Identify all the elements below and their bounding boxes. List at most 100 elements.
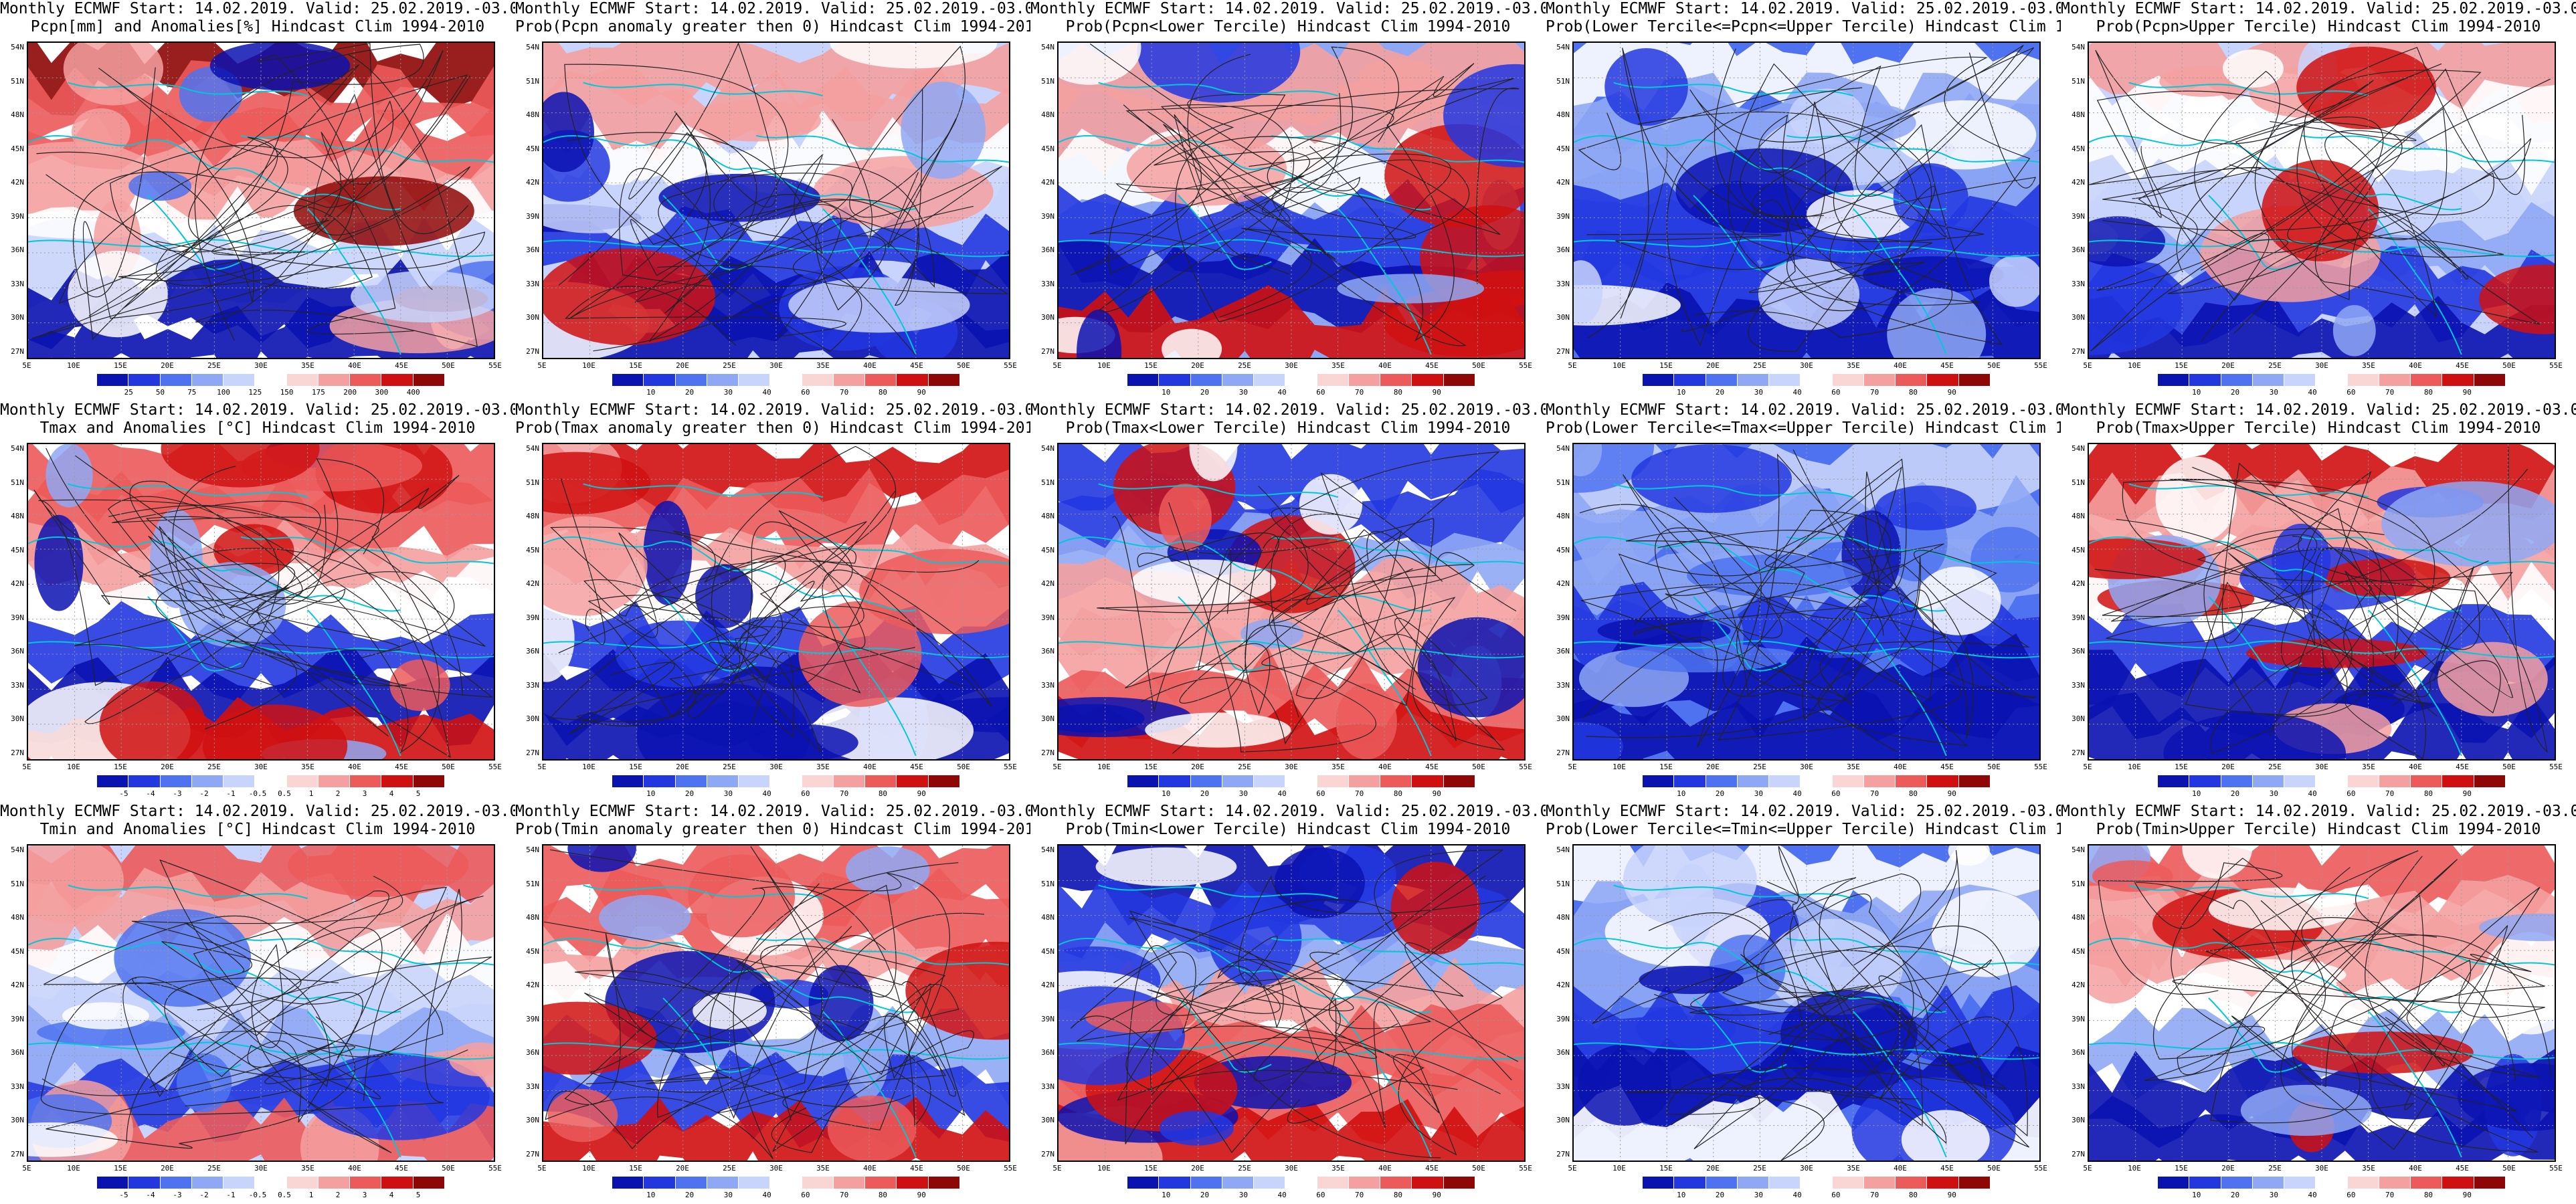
coastline	[1059, 938, 1432, 1013]
coastline	[583, 82, 823, 97]
colorbar-tick-label: 1	[308, 789, 314, 798]
colorbar-tick-label: -3	[173, 1191, 182, 1199]
colorbar-tick-label: 0.5	[278, 1191, 291, 1199]
colorbar-swatch	[1737, 374, 1770, 386]
forecast-panel: Monthly ECMWF Start: 14.02.2019. Valid: …	[2061, 803, 2576, 1204]
panel-title: Monthly ECMWF Start: 14.02.2019. Valid: …	[1546, 0, 2061, 36]
longitude-label: 40E	[1894, 763, 1907, 771]
colorbar-swatch	[707, 1177, 739, 1189]
longitude-label: 20E	[1191, 763, 1204, 771]
colorbar-swatch	[2252, 775, 2285, 787]
latitude-label: 27N	[2072, 1150, 2085, 1159]
colorbar-swatch	[1254, 775, 1286, 787]
panel-title: Monthly ECMWF Start: 14.02.2019. Valid: …	[0, 803, 515, 839]
colorbar-swatch	[1643, 775, 1675, 787]
latitude-label: 33N	[11, 1082, 24, 1091]
contour-line	[2094, 470, 2433, 759]
longitude-label: 40E	[863, 361, 877, 370]
colorbar-swatch	[1412, 374, 1444, 386]
panel-title-line1: Monthly ECMWF Start: 14.02.2019. Valid: …	[1030, 0, 1546, 17]
map-frame	[1057, 41, 1526, 359]
colorbar-tick-label: 80	[878, 789, 888, 798]
panel-title-line1: Monthly ECMWF Start: 14.02.2019. Valid: …	[515, 0, 1030, 17]
field-blob	[1574, 722, 1623, 759]
latitude-label: 39N	[11, 1014, 24, 1023]
colorbar-tick-label: 20	[2230, 789, 2240, 798]
coastline	[1059, 135, 1432, 211]
field-blob	[34, 514, 84, 611]
field-blob	[1893, 100, 2037, 170]
colorbar: 10 20 30 40 60 70 80 90	[1643, 374, 1991, 398]
coastline	[543, 536, 917, 612]
colorbar-swatch	[1737, 775, 1770, 787]
field-blob	[690, 100, 822, 142]
longitude-label: 40E	[348, 1164, 361, 1173]
longitude-label: 30E	[1800, 763, 1813, 771]
field-blob	[1574, 260, 1603, 324]
latitude-label: 45N	[1041, 545, 1054, 555]
longitude-label: 5E	[1568, 361, 1577, 370]
field-blob	[688, 854, 796, 938]
longitude-label: 25E	[2268, 763, 2282, 771]
longitude-label: 55E	[2549, 763, 2563, 771]
longitude-label: 5E	[1052, 763, 1062, 771]
colorbar-tick-label: 90	[1947, 388, 1956, 397]
longitude-label: 5E	[1052, 1164, 1062, 1173]
forecast-panel: Monthly ECMWF Start: 14.02.2019. Valid: …	[1030, 401, 1546, 803]
contour-line	[1141, 507, 1488, 745]
latitude-label: 39N	[1041, 613, 1054, 622]
longitude-label: 15E	[1659, 1164, 1673, 1173]
colorbar-swatch	[644, 775, 676, 787]
colorbar-swatch	[1159, 374, 1191, 386]
colorbar-tick-label: 150	[280, 388, 294, 397]
colorbar-tick-label: 25	[124, 388, 133, 397]
coastline	[1059, 1041, 1524, 1060]
colorbar-swatch	[1674, 775, 1706, 787]
colorbar-swatch	[2347, 374, 2379, 386]
panel-title: Monthly ECMWF Start: 14.02.2019. Valid: …	[2061, 0, 2576, 36]
longitude-label: 40E	[1378, 361, 1392, 370]
colorbar-swatch	[1348, 1177, 1381, 1189]
coastline	[2089, 1041, 2555, 1060]
field-blob	[2479, 264, 2555, 334]
latitude-label: 39N	[1556, 1014, 1570, 1023]
contour-line	[558, 548, 916, 727]
longitude-label: 10E	[582, 1164, 595, 1173]
colorbar-swatch	[897, 374, 929, 386]
colorbar-swatch	[413, 775, 445, 787]
contour-line	[1097, 486, 1475, 706]
contour-line	[2111, 468, 2528, 692]
latitude-label: 45N	[2072, 144, 2085, 153]
colorbar-tick-label: 60	[1316, 789, 1325, 798]
field-blob	[1085, 1001, 1196, 1033]
contour-line	[1634, 449, 1968, 746]
latitude-label: 39N	[2072, 1014, 2085, 1023]
longitude-label: 10E	[1097, 1164, 1111, 1173]
longitude-label: 50E	[2502, 763, 2516, 771]
latitude-label: 48N	[1041, 913, 1054, 922]
contour-line	[1070, 899, 1477, 1153]
latitude-label: 30N	[526, 313, 539, 322]
longitude-label: 45E	[395, 763, 408, 771]
colorbar-swatch	[350, 775, 382, 787]
colorbar: -5 -4 -3 -2 -1 -0.5 0.5 1 2 3 4 5	[97, 775, 445, 799]
colorbar-swatch	[1285, 1177, 1317, 1189]
longitude-label: 50E	[1472, 763, 1485, 771]
colorbar-swatch	[286, 1177, 318, 1189]
colorbar-tick-label: 80	[2423, 1191, 2433, 1199]
field-blob	[62, 1002, 149, 1029]
colorbar-tick-label: 30	[2269, 789, 2278, 798]
field-blob	[598, 895, 691, 941]
latitude-label: 54N	[526, 845, 539, 854]
latitude-label: 42N	[11, 579, 24, 589]
latitude-label: 48N	[2072, 512, 2085, 521]
panel-title-line1: Monthly ECMWF Start: 14.02.2019. Valid: …	[515, 401, 1030, 419]
longitude-label: 45E	[1425, 763, 1439, 771]
latitude-label: 42N	[2072, 981, 2085, 990]
colorbar-swatch	[1958, 775, 1991, 787]
colorbar-swatch	[928, 1177, 960, 1189]
forecast-panel: Monthly ECMWF Start: 14.02.2019. Valid: …	[1030, 803, 1546, 1204]
latitude-label: 51N	[1041, 76, 1054, 86]
field-blob	[1788, 88, 1865, 145]
colorbar-tick-label: 70	[1870, 789, 1879, 798]
